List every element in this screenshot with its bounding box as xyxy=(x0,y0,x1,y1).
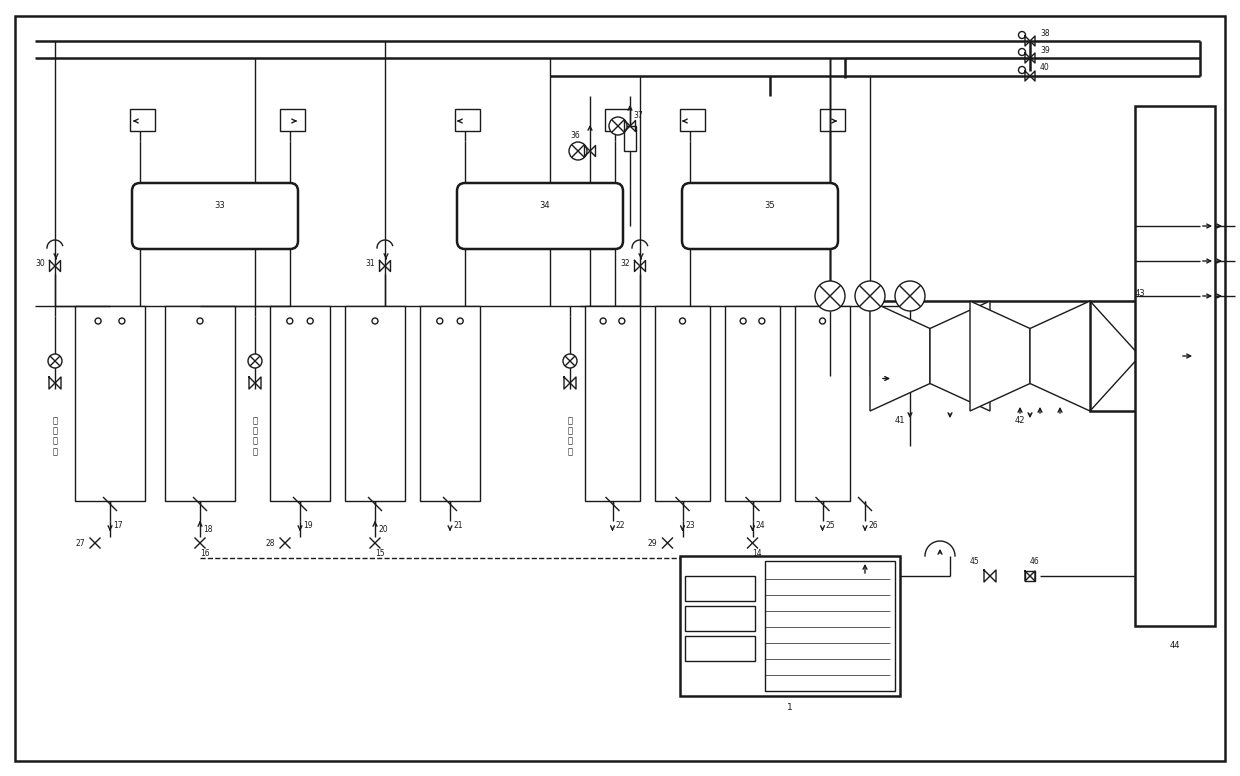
Bar xyxy=(795,306,849,501)
Text: 38: 38 xyxy=(1040,29,1050,37)
Polygon shape xyxy=(970,301,1030,411)
Text: 14: 14 xyxy=(753,549,763,557)
Circle shape xyxy=(759,318,765,324)
Bar xyxy=(605,109,630,131)
Bar xyxy=(455,109,480,131)
Text: 35: 35 xyxy=(765,202,775,210)
Circle shape xyxy=(740,318,746,324)
FancyBboxPatch shape xyxy=(682,183,838,249)
Text: 36: 36 xyxy=(570,131,580,140)
Circle shape xyxy=(1018,67,1025,74)
Circle shape xyxy=(119,318,125,324)
Bar xyxy=(420,306,480,501)
Bar xyxy=(765,561,895,691)
Circle shape xyxy=(600,318,606,324)
Text: 33: 33 xyxy=(215,202,226,210)
Text: 46: 46 xyxy=(1030,556,1040,566)
Circle shape xyxy=(563,354,577,368)
Bar xyxy=(973,348,987,364)
Circle shape xyxy=(248,354,262,368)
Circle shape xyxy=(815,281,844,311)
Bar xyxy=(684,636,755,661)
Circle shape xyxy=(436,318,443,324)
Circle shape xyxy=(569,142,587,160)
Text: 20: 20 xyxy=(378,525,388,534)
Text: 25: 25 xyxy=(826,521,836,531)
Bar xyxy=(270,306,330,501)
FancyBboxPatch shape xyxy=(131,183,298,249)
Text: 44: 44 xyxy=(1169,642,1180,650)
Circle shape xyxy=(48,354,62,368)
Circle shape xyxy=(197,318,203,324)
Text: 15: 15 xyxy=(376,549,384,557)
Text: 26: 26 xyxy=(868,521,878,531)
Text: 16: 16 xyxy=(200,549,210,557)
Text: 1: 1 xyxy=(787,704,792,712)
Circle shape xyxy=(619,318,625,324)
Text: 34: 34 xyxy=(539,202,551,210)
Text: 30: 30 xyxy=(35,259,45,268)
Circle shape xyxy=(308,318,314,324)
Text: 27: 27 xyxy=(76,539,84,548)
Bar xyxy=(345,306,405,501)
Polygon shape xyxy=(870,301,930,411)
Text: 41: 41 xyxy=(895,417,905,425)
Bar xyxy=(74,306,145,501)
Polygon shape xyxy=(1030,301,1090,411)
Bar xyxy=(820,109,844,131)
Circle shape xyxy=(895,281,925,311)
Text: 高
压
给
水: 高 压 给 水 xyxy=(568,416,573,456)
Bar xyxy=(895,371,910,386)
Bar xyxy=(684,576,755,601)
Text: 23: 23 xyxy=(686,521,696,531)
Bar xyxy=(680,556,900,696)
Text: 24: 24 xyxy=(755,521,765,531)
Text: 28: 28 xyxy=(265,539,275,548)
Text: 中
压
给
水: 中 压 给 水 xyxy=(253,416,258,456)
Text: 37: 37 xyxy=(634,112,642,120)
Bar xyxy=(1090,301,1190,411)
Text: 31: 31 xyxy=(366,259,374,268)
Circle shape xyxy=(1018,49,1025,56)
Bar xyxy=(655,306,711,501)
Circle shape xyxy=(609,117,627,135)
Text: 32: 32 xyxy=(620,259,630,268)
Bar xyxy=(280,109,305,131)
Circle shape xyxy=(1018,32,1025,39)
Circle shape xyxy=(680,318,686,324)
Bar xyxy=(624,126,636,151)
Bar xyxy=(130,109,155,131)
Text: 低
压
给
水: 低 压 给 水 xyxy=(52,416,57,456)
Circle shape xyxy=(286,318,293,324)
Text: 22: 22 xyxy=(616,521,625,531)
Bar xyxy=(585,306,640,501)
Bar xyxy=(684,606,755,631)
Polygon shape xyxy=(930,301,990,411)
Text: 21: 21 xyxy=(454,521,463,531)
Circle shape xyxy=(458,318,464,324)
Text: 43: 43 xyxy=(1135,289,1146,297)
Bar xyxy=(1135,106,1215,626)
Circle shape xyxy=(95,318,102,324)
Circle shape xyxy=(372,318,378,324)
Text: 42: 42 xyxy=(1014,417,1025,425)
Circle shape xyxy=(856,281,885,311)
Text: 29: 29 xyxy=(647,539,657,548)
Bar xyxy=(725,306,780,501)
Text: 45: 45 xyxy=(970,556,980,566)
Bar xyxy=(680,109,706,131)
Text: 40: 40 xyxy=(1040,64,1050,72)
Bar xyxy=(1025,571,1035,581)
Bar xyxy=(165,306,236,501)
Text: 19: 19 xyxy=(304,521,312,531)
FancyBboxPatch shape xyxy=(458,183,622,249)
Text: 18: 18 xyxy=(203,525,213,534)
Text: 17: 17 xyxy=(113,521,123,531)
Text: 39: 39 xyxy=(1040,46,1050,54)
Circle shape xyxy=(820,318,826,324)
